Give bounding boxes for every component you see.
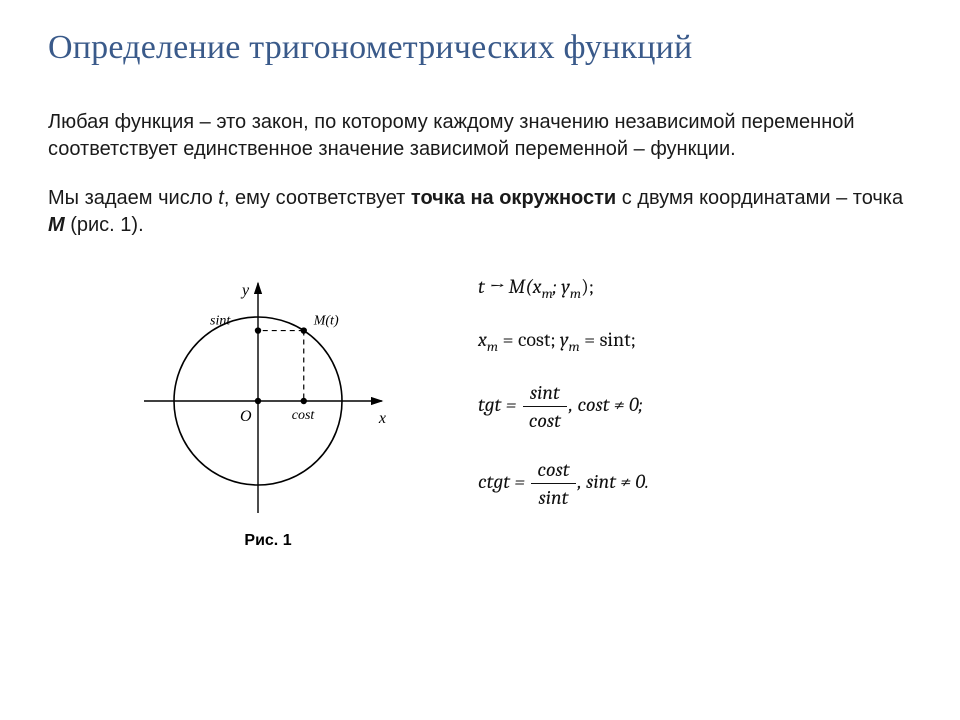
svg-text:x: x [378,410,386,427]
diagram-container: y x O M(t) sint cost Рис. 1 [118,261,418,550]
formula-2: xm = cost; ym = sint; [478,328,912,355]
svg-text:M(t): M(t) [313,313,339,328]
svg-text:cost: cost [292,408,316,423]
formula-4: ctgt = costsint, sint ≠ 0. [478,458,912,509]
formulas-block: t → M(xm; ym); xm = cost; ym = sint; tgt… [478,261,912,535]
figure-row: y x O M(t) sint cost Рис. 1 t → M(xm; ym); xm… [48,261,912,550]
paragraph-2: Мы задаем число t, ему соответствует точ… [48,185,912,239]
figure-caption: Рис. 1 [118,532,418,550]
svg-text:y: y [240,282,250,299]
formula-1: t → M(xm; ym); [478,275,912,302]
page-title: Определение тригонометрических функций [48,28,912,69]
unit-circle-diagram: y x O M(t) sint cost [128,261,408,521]
paragraph-1: Любая функция – это закон, по которому к… [48,109,912,163]
svg-text:sint: sint [210,313,231,328]
svg-text:O: O [240,408,252,425]
formula-3: tgt = sintcost, cost ≠ 0; [478,381,912,432]
